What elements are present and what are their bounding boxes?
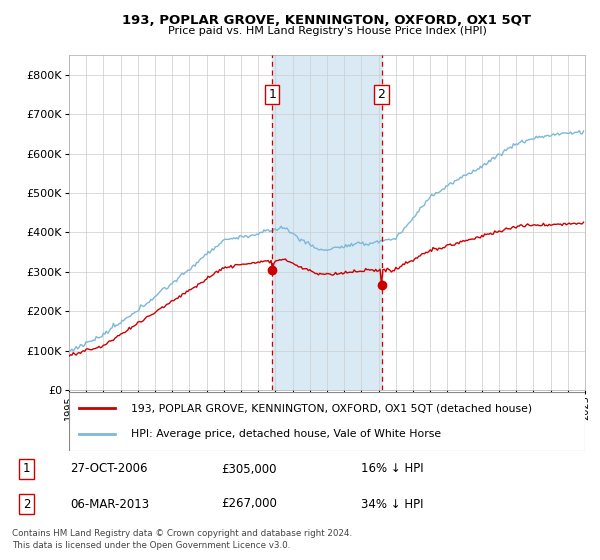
Text: 1: 1 (268, 88, 276, 101)
Text: 2: 2 (23, 497, 30, 511)
Text: 27-OCT-2006: 27-OCT-2006 (70, 463, 148, 475)
Bar (272, 55, 382, 390)
Text: 193, POPLAR GROVE, KENNINGTON, OXFORD, OX1 5QT: 193, POPLAR GROVE, KENNINGTON, OXFORD, O… (122, 13, 532, 27)
Text: Price paid vs. HM Land Registry's House Price Index (HPI): Price paid vs. HM Land Registry's House … (167, 26, 487, 36)
Text: 34% ↓ HPI: 34% ↓ HPI (361, 497, 424, 511)
Text: Contains HM Land Registry data © Crown copyright and database right 2024.
This d: Contains HM Land Registry data © Crown c… (12, 529, 352, 550)
Text: 16% ↓ HPI: 16% ↓ HPI (361, 463, 424, 475)
Text: HPI: Average price, detached house, Vale of White Horse: HPI: Average price, detached house, Vale… (131, 430, 441, 440)
Text: £267,000: £267,000 (221, 497, 277, 511)
Text: 06-MAR-2013: 06-MAR-2013 (70, 497, 149, 511)
Text: £305,000: £305,000 (221, 463, 277, 475)
Text: 1: 1 (23, 463, 30, 475)
Text: 193, POPLAR GROVE, KENNINGTON, OXFORD, OX1 5QT (detached house): 193, POPLAR GROVE, KENNINGTON, OXFORD, O… (131, 403, 532, 413)
Text: 2: 2 (377, 88, 385, 101)
FancyBboxPatch shape (69, 392, 585, 451)
